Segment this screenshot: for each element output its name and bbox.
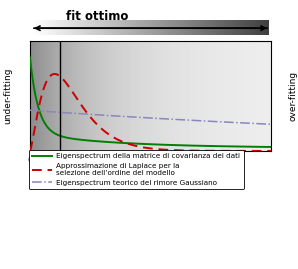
Text: under-fitting: under-fitting — [4, 68, 13, 124]
Text: fit ottimo: fit ottimo — [66, 10, 128, 23]
Text: over-fitting: over-fitting — [288, 71, 297, 121]
X-axis label: componenti: componenti — [116, 168, 185, 181]
Text: q: q — [57, 164, 63, 173]
Legend: Eigenspectrum della matrice di covarianza dei dati, Approssimazione di Laplace p: Eigenspectrum della matrice di covarianz… — [29, 150, 244, 189]
